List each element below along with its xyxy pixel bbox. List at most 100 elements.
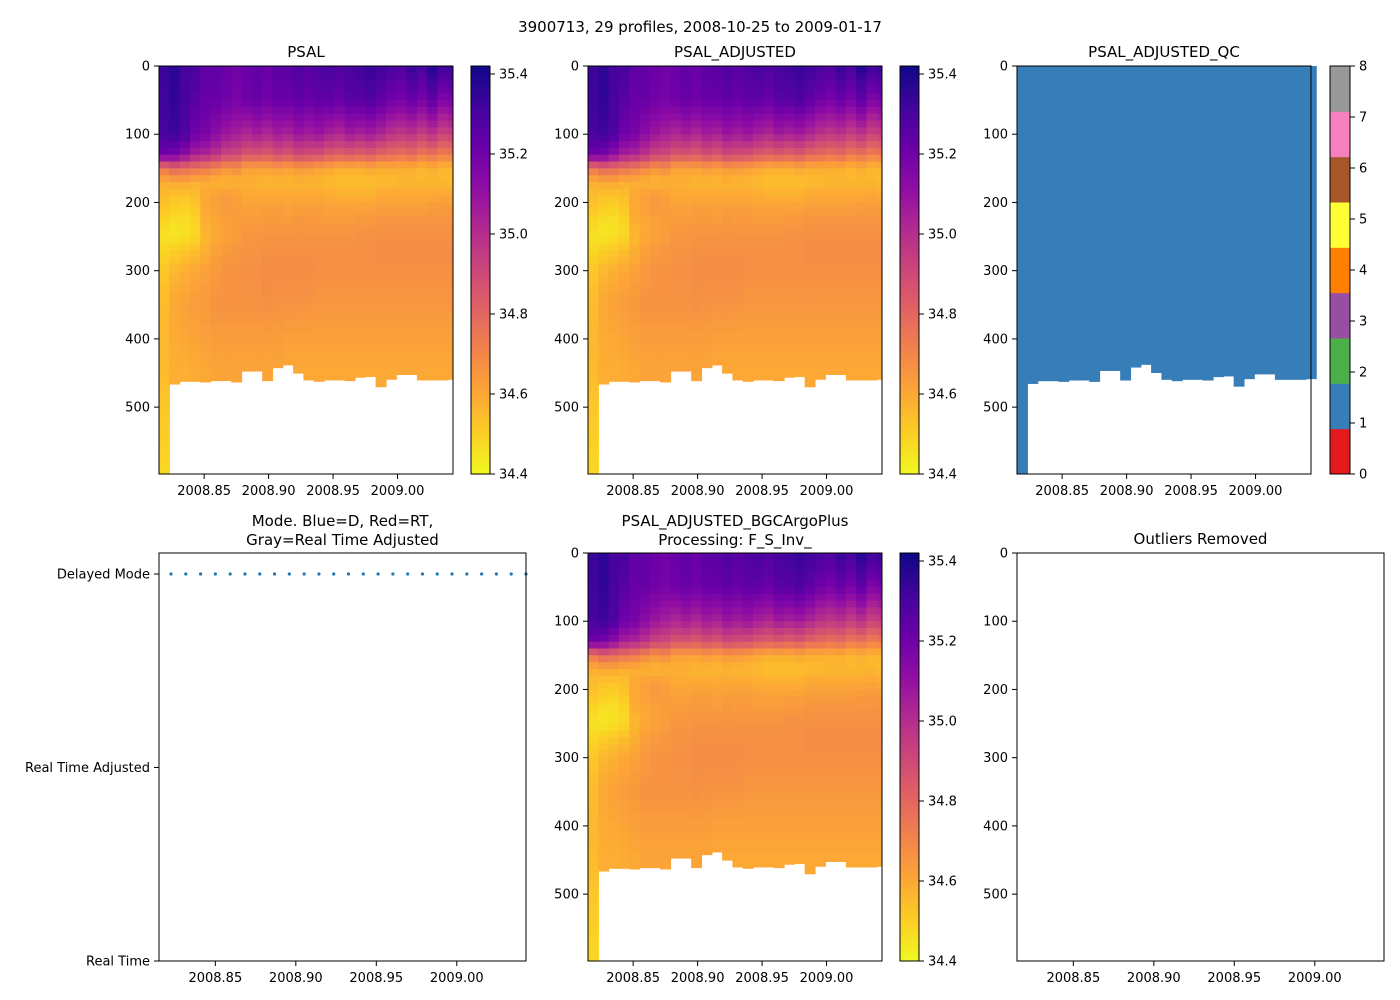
salinity-cell xyxy=(447,216,453,224)
salinity-cell xyxy=(670,195,682,204)
salinity-cell xyxy=(680,798,692,807)
salinity-cell xyxy=(866,195,878,204)
salinity-cell xyxy=(416,291,428,299)
salinity-cell xyxy=(866,147,878,156)
salinity-cell xyxy=(313,106,325,115)
salinity-cell xyxy=(722,141,734,149)
salinity-cell xyxy=(732,662,744,670)
salinity-cell xyxy=(794,168,806,176)
salinity-cell xyxy=(598,860,610,868)
salinity-cell xyxy=(680,839,692,847)
salinity-cell xyxy=(416,229,428,238)
salinity-cell xyxy=(753,812,764,820)
salinity-cell xyxy=(629,79,641,88)
salinity-cell xyxy=(639,553,651,561)
salinity-cell xyxy=(753,668,764,677)
salinity-cell xyxy=(293,359,305,367)
salinity-cell xyxy=(608,72,620,81)
salinity-cell xyxy=(385,311,397,320)
salinity-cell xyxy=(753,236,764,244)
salinity-cell xyxy=(598,634,610,643)
salinity-cell xyxy=(742,188,754,197)
salinity-cell xyxy=(784,222,795,231)
salinity-cell xyxy=(753,229,764,238)
salinity-cell xyxy=(416,106,428,115)
salinity-cell xyxy=(313,236,325,244)
salinity-cell xyxy=(598,202,610,210)
salinity-cell xyxy=(691,202,703,210)
salinity-cell xyxy=(856,297,868,306)
salinity-cell xyxy=(691,79,703,88)
salinity-cell xyxy=(763,580,775,588)
salinity-cell xyxy=(598,607,610,616)
salinity-cell xyxy=(618,373,630,381)
salinity-cell xyxy=(220,318,232,326)
salinity-cell xyxy=(876,277,882,285)
salinity-cell xyxy=(416,141,428,149)
salinity-cell xyxy=(344,291,356,299)
salinity-cell xyxy=(866,250,878,258)
salinity-cell xyxy=(732,614,744,622)
salinity-cell xyxy=(794,744,806,752)
salinity-cell xyxy=(876,648,882,656)
salinity-cell xyxy=(598,263,610,272)
salinity-cell xyxy=(588,894,599,902)
salinity-cell xyxy=(773,580,785,588)
salinity-cell xyxy=(324,216,335,224)
salinity-cell xyxy=(794,628,806,636)
salinity-cell xyxy=(200,379,212,383)
salinity-cell xyxy=(272,263,284,272)
salinity-cell xyxy=(835,250,847,258)
salinity-cell xyxy=(691,318,703,326)
salinity-cell xyxy=(742,641,754,650)
salinity-cell xyxy=(773,284,785,292)
salinity-cell xyxy=(649,764,661,772)
salinity-cell xyxy=(618,757,630,766)
salinity-cell xyxy=(722,853,734,861)
y-tick-label: 0 xyxy=(142,60,150,75)
salinity-cell xyxy=(856,703,868,711)
salinity-cell xyxy=(722,573,734,581)
salinity-cell xyxy=(427,154,439,163)
salinity-cell xyxy=(355,229,366,238)
salinity-cell xyxy=(639,338,651,347)
salinity-cell xyxy=(365,161,377,169)
salinity-cell xyxy=(629,825,641,834)
salinity-cell xyxy=(804,593,816,602)
salinity-cell xyxy=(159,188,170,197)
salinity-cell xyxy=(660,188,672,197)
salinity-cell xyxy=(629,648,641,656)
salinity-cell xyxy=(179,345,191,354)
salinity-cell xyxy=(159,345,170,354)
salinity-cell xyxy=(722,682,734,691)
salinity-cell xyxy=(711,345,723,354)
salinity-cell xyxy=(629,222,641,231)
salinity-cell xyxy=(876,222,882,231)
qc-cell xyxy=(1047,66,1059,382)
salinity-cell xyxy=(416,366,428,374)
salinity-cell xyxy=(282,181,294,190)
salinity-cell xyxy=(660,764,672,772)
salinity-cell xyxy=(784,325,795,333)
salinity-cell xyxy=(608,352,620,360)
salinity-cell xyxy=(835,655,847,663)
salinity-cell xyxy=(773,716,785,725)
salinity-cell xyxy=(629,839,641,847)
salinity-cell xyxy=(794,304,806,313)
salinity-cell xyxy=(680,113,692,122)
salinity-cell xyxy=(722,634,734,643)
salinity-cell xyxy=(220,66,232,74)
salinity-cell xyxy=(711,764,723,772)
salinity-cell xyxy=(794,373,806,378)
salinity-cell xyxy=(210,352,222,360)
y-tick-label: 300 xyxy=(983,751,1008,766)
salinity-cell xyxy=(427,202,439,210)
salinity-cell xyxy=(618,270,630,279)
salinity-cell xyxy=(835,277,847,285)
salinity-cell xyxy=(701,587,713,595)
salinity-cell xyxy=(262,66,274,74)
salinity-cell xyxy=(210,257,222,265)
salinity-cell xyxy=(711,66,723,74)
salinity-cell xyxy=(794,566,806,575)
salinity-cell xyxy=(210,147,222,156)
